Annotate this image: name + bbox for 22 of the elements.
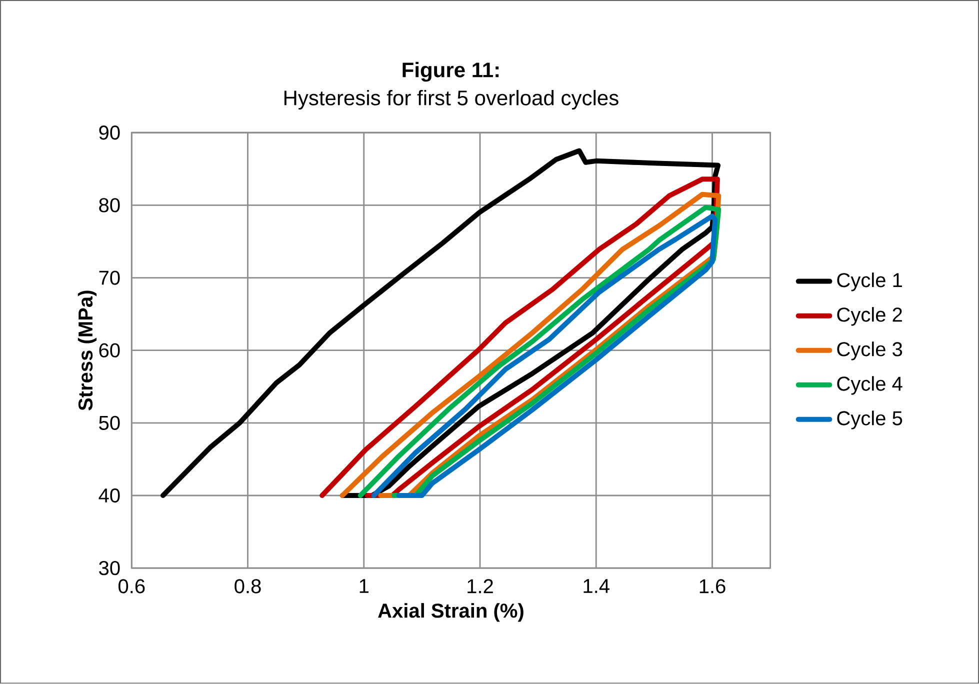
legend-label: Cycle 3 (837, 342, 902, 360)
x-tick-label: 0.6 (118, 579, 145, 594)
chart-subtitle: Hysteresis for first 5 overload cycles (284, 90, 618, 110)
legend-label: Cycle 5 (837, 410, 902, 430)
y-tick-label: 50 (99, 416, 120, 430)
x-tick-label: 1 (360, 579, 368, 594)
y-tick-label: 80 (99, 198, 120, 212)
chart-title: Figure 11: (402, 62, 499, 82)
legend-label: Cycle 2 (837, 307, 902, 326)
y-tick-label: 30 (99, 561, 120, 576)
y-axis-title: Stress (MPa) (78, 290, 97, 411)
legend-label: Cycle 4 (837, 376, 902, 395)
x-tick-label: 1.2 (468, 579, 493, 594)
legend-label: Cycle 1 (837, 272, 902, 292)
y-tick-label: 70 (99, 270, 120, 286)
x-axis-title: Axial Strain (%) (378, 603, 524, 622)
x-tick-label: 1.6 (700, 579, 726, 594)
y-tick-label: 40 (98, 488, 120, 503)
y-tick-label: 60 (99, 343, 120, 358)
x-tick-label: 0.8 (234, 579, 261, 594)
x-tick-label: 1.4 (584, 579, 610, 594)
y-tick-label: 90 (99, 126, 120, 140)
